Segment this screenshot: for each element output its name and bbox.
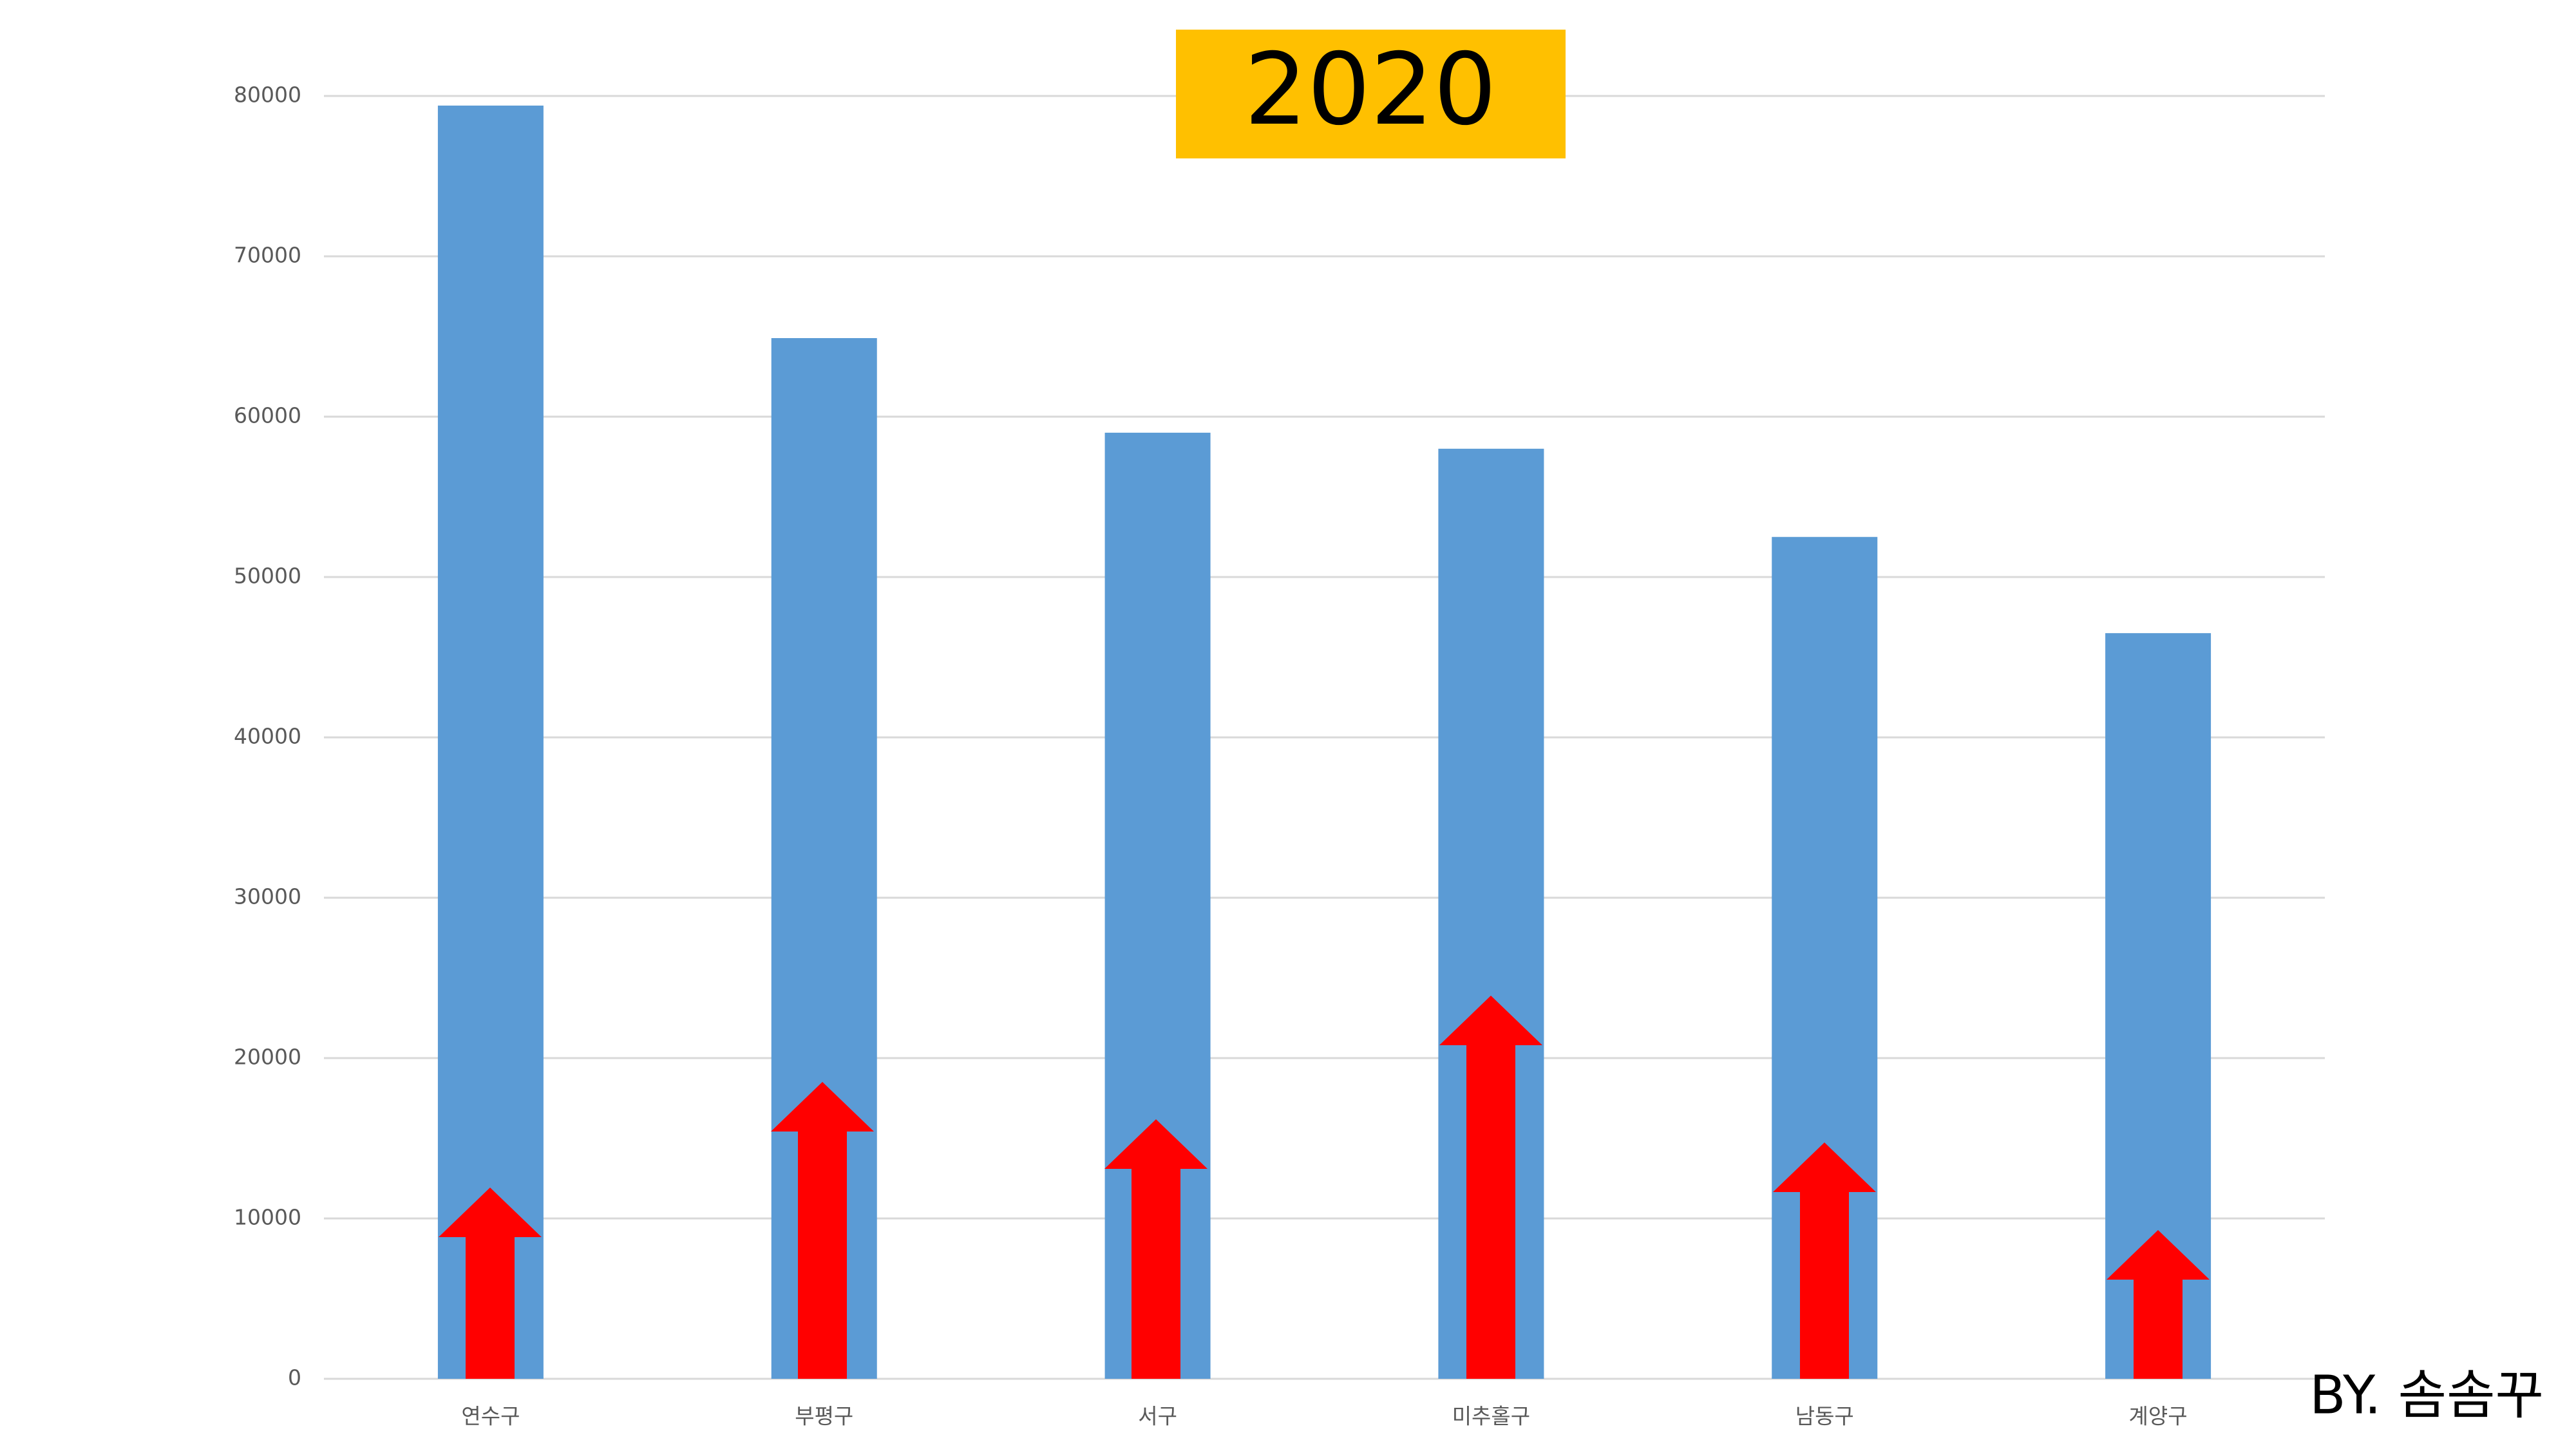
x-tick-label: 남동구 (1795, 1404, 1854, 1429)
x-tick-label: 부평구 (795, 1404, 853, 1429)
arrow (2107, 1230, 2210, 1379)
arrow (439, 1188, 542, 1379)
title-box (1176, 30, 1566, 158)
y-tick-label: 50000 (234, 564, 301, 589)
y-tick-label: 0 (288, 1365, 301, 1390)
x-tick-label: 연수구 (461, 1404, 520, 1429)
y-tick-label: 70000 (234, 243, 301, 268)
y-tick-label: 10000 (234, 1205, 301, 1230)
y-tick-label: 80000 (234, 82, 301, 108)
y-tick-label: 20000 (234, 1045, 301, 1070)
x-tick-label: 계양구 (2129, 1404, 2188, 1429)
arrow (1104, 1119, 1208, 1379)
grid: 0 10000 20000 30000 40000 50000 60000 70000 8000… (234, 82, 2325, 1429)
arrow (1773, 1142, 1876, 1379)
arrows (439, 996, 2210, 1379)
y-tick-label: 60000 (234, 403, 301, 428)
credit: BY. 솜솜꾸 (2309, 1365, 2544, 1426)
chart-title: 2020 (1244, 32, 1497, 147)
arrow (771, 1082, 874, 1379)
y-tick-label: 40000 (234, 724, 301, 749)
y-tick-label: 30000 (234, 884, 301, 909)
arrow (1439, 996, 1542, 1379)
bar (437, 105, 544, 1379)
x-tick-label: 서구 (1138, 1404, 1177, 1429)
x-tick-label: 미추홀구 (1452, 1404, 1530, 1429)
